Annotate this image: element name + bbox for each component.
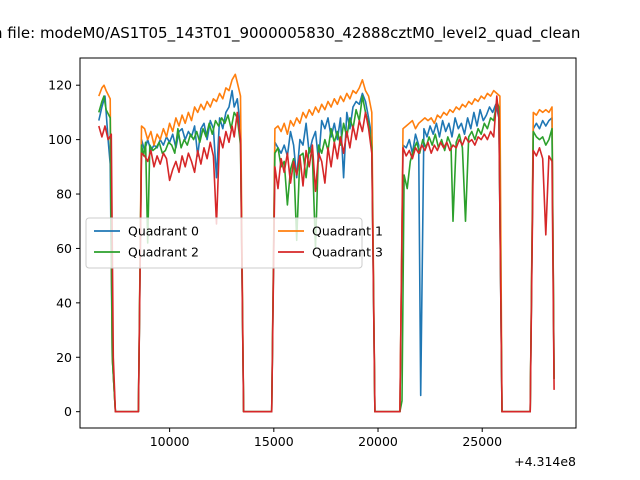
y-tick-label: 40 — [56, 295, 72, 310]
series-lines — [98, 73, 555, 413]
series-line-quadrant-0 — [98, 89, 555, 413]
plot-frame — [79, 57, 577, 429]
x-axis-offset-label: +4.314e8 — [514, 454, 576, 469]
x-tick-label: 15000 — [254, 434, 294, 449]
x-tick-label: 20000 — [358, 434, 398, 449]
x-tick-label: 10000 — [150, 434, 190, 449]
y-tick-label: 80 — [56, 187, 72, 202]
y-axis: 0 20 40 60 80 100 120 — [48, 78, 80, 419]
y-tick-label: 100 — [48, 132, 72, 147]
series-line-quadrant-1 — [98, 73, 555, 413]
chart-title: n file: modeM0/AS1T05_143T01_9000005830_… — [0, 24, 580, 43]
legend-label: Quadrant 2 — [128, 245, 199, 260]
legend-label: Quadrant 0 — [128, 224, 199, 239]
series-line-quadrant-2 — [98, 95, 555, 413]
legend: Quadrant 0 Quadrant 1 Quadrant 2 Quadrant 3 — [85, 217, 383, 269]
legend-label: Quadrant 1 — [312, 224, 383, 239]
y-tick-label: 20 — [56, 350, 72, 365]
legend-label: Quadrant 3 — [312, 245, 383, 260]
x-axis: 10000 15000 20000 25000 — [150, 428, 502, 449]
y-tick-label: 60 — [56, 241, 72, 256]
y-tick-label: 0 — [64, 404, 72, 419]
x-tick-label: 25000 — [462, 434, 502, 449]
series-line-quadrant-3 — [98, 95, 555, 413]
y-tick-label: 120 — [48, 78, 72, 93]
